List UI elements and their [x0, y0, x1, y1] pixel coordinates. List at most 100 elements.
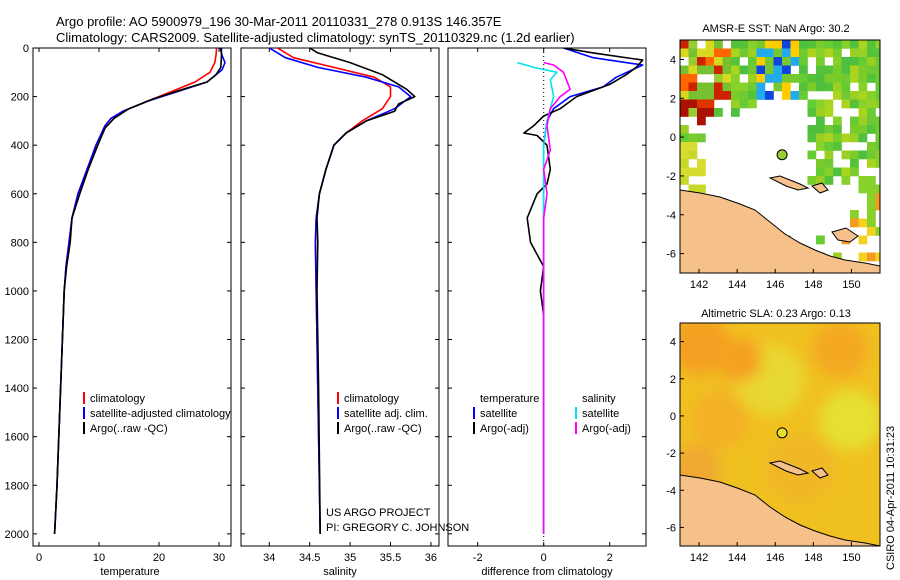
legend-title-temperature: temperature — [480, 393, 539, 405]
sst-pixel — [841, 167, 851, 177]
sst-pixel — [688, 57, 698, 66]
series-line-satellite-adj-clim- — [268, 48, 412, 534]
sst-map-frame — [679, 39, 881, 274]
sst-pixel — [680, 74, 689, 83]
sst-pixel — [782, 40, 791, 49]
legend-label-satellite: satellite adj. clim. — [344, 408, 428, 420]
sst-pixel — [782, 91, 791, 100]
sst-map-ticks: 142 144 146 148 150 4 2 0 -2 -4 -6 — [666, 54, 860, 291]
sst-pixel — [841, 99, 851, 109]
sst-pixel — [858, 65, 868, 75]
sst-pixel — [833, 74, 842, 83]
project-annotation: US ARGO PROJECT — [326, 507, 431, 519]
map-y-tick-label: 0 — [670, 411, 676, 423]
x-tick-label: 35 — [344, 552, 356, 564]
map-x-tick-label: 150 — [842, 552, 860, 564]
sst-pixel — [756, 57, 766, 66]
sst-pixel — [858, 116, 868, 126]
argo-position-marker — [776, 149, 788, 161]
y-tick-label: 1600 — [5, 432, 29, 444]
sst-pixel — [816, 116, 825, 126]
sst-pixel — [816, 82, 825, 92]
sst-pixel — [841, 176, 851, 185]
sst-pixel — [875, 125, 880, 134]
sst-pixel — [782, 82, 791, 92]
sst-pixel — [824, 159, 834, 168]
sst-pixel — [875, 48, 880, 58]
series-line-climatology — [276, 48, 392, 534]
salinity-x-axis-label: salinity — [323, 566, 357, 578]
sst-pixel — [688, 133, 698, 143]
sst-pixel — [841, 65, 851, 75]
series-line-temperature-argo-adj- — [523, 48, 644, 534]
sst-pixel — [731, 74, 740, 83]
sst-pixel — [697, 108, 706, 117]
sst-pixel — [765, 48, 774, 58]
sst-pixel — [688, 74, 698, 83]
sst-pixel — [731, 82, 740, 92]
sst-pixel — [858, 218, 868, 228]
sst-pixel — [748, 48, 757, 58]
x-tick-label: 10 — [93, 552, 105, 564]
sst-map-title: AMSR-E SST: NaN Argo: 30.2 — [702, 23, 849, 35]
sst-pixel — [688, 82, 698, 92]
sst-pixel — [824, 142, 834, 151]
header-line-2: Climatology: CARS2009. Satellite-adjuste… — [56, 30, 575, 45]
map-x-tick-label: 142 — [690, 279, 708, 291]
sst-pixel — [680, 150, 689, 160]
sst-pixel — [841, 82, 851, 92]
map-y-tick-label: 4 — [670, 54, 676, 66]
sst-pixel — [833, 116, 842, 126]
sst-pixel — [875, 142, 880, 151]
sst-pixel — [705, 40, 715, 49]
sst-pixel — [680, 159, 689, 168]
difference-profile-chart: -2 0 2 difference from climatology tempera… — [447, 47, 647, 578]
map-y-tick-label: -6 — [666, 522, 676, 534]
sst-pixel — [705, 48, 715, 58]
sst-pixel — [739, 91, 749, 100]
sst-pixel — [688, 108, 698, 117]
sst-pixel — [824, 65, 834, 75]
sst-pixel — [867, 184, 876, 194]
sst-pixel — [714, 74, 723, 83]
sst-pixel — [790, 91, 800, 100]
sst-pixel — [807, 108, 817, 117]
sst-pixel — [739, 48, 749, 58]
sst-pixel — [816, 74, 825, 83]
sst-pixel — [722, 48, 732, 58]
sst-pixel — [765, 65, 774, 75]
sst-pixel — [858, 133, 868, 143]
sst-pixel — [867, 108, 876, 117]
island-landmass — [768, 175, 810, 191]
sla-map-title: Altimetric SLA: 0.23 Argo: 0.13 — [701, 308, 851, 320]
sst-pixel — [756, 91, 766, 100]
y-tick-label: 2000 — [5, 529, 29, 541]
sst-pixel — [722, 57, 732, 66]
sla-blob — [820, 390, 880, 450]
sst-pixel — [824, 150, 834, 160]
sst-pixel — [807, 74, 817, 83]
x-tick-label: 30 — [213, 552, 225, 564]
sst-pixel — [680, 65, 689, 75]
sst-pixel — [816, 99, 825, 109]
sst-pixel — [697, 48, 706, 58]
sst-coastline — [680, 175, 880, 273]
sst-pixel — [816, 133, 825, 143]
sst-pixel — [824, 108, 834, 117]
sst-pixel — [739, 40, 749, 49]
sst-pixel — [867, 210, 876, 219]
map-x-tick-label: 146 — [766, 552, 784, 564]
series-line-temperature-satellite — [542, 48, 644, 534]
sst-pixel — [867, 193, 876, 202]
sst-pixel — [756, 82, 766, 92]
sst-pixel — [756, 74, 766, 83]
map-y-tick-label: 2 — [670, 93, 676, 105]
sst-map: AMSR-E SST: NaN Argo: 30.2 142 144 146 148 1… — [666, 23, 881, 291]
sst-pixel — [773, 40, 783, 49]
sst-pixel — [731, 65, 740, 75]
sst-pixel — [782, 57, 791, 66]
sst-pixel — [748, 82, 757, 92]
legend-label-temperature-satellite: satellite — [480, 408, 517, 420]
sst-pixel — [824, 167, 834, 177]
x-tick-label: -2 — [473, 552, 483, 564]
